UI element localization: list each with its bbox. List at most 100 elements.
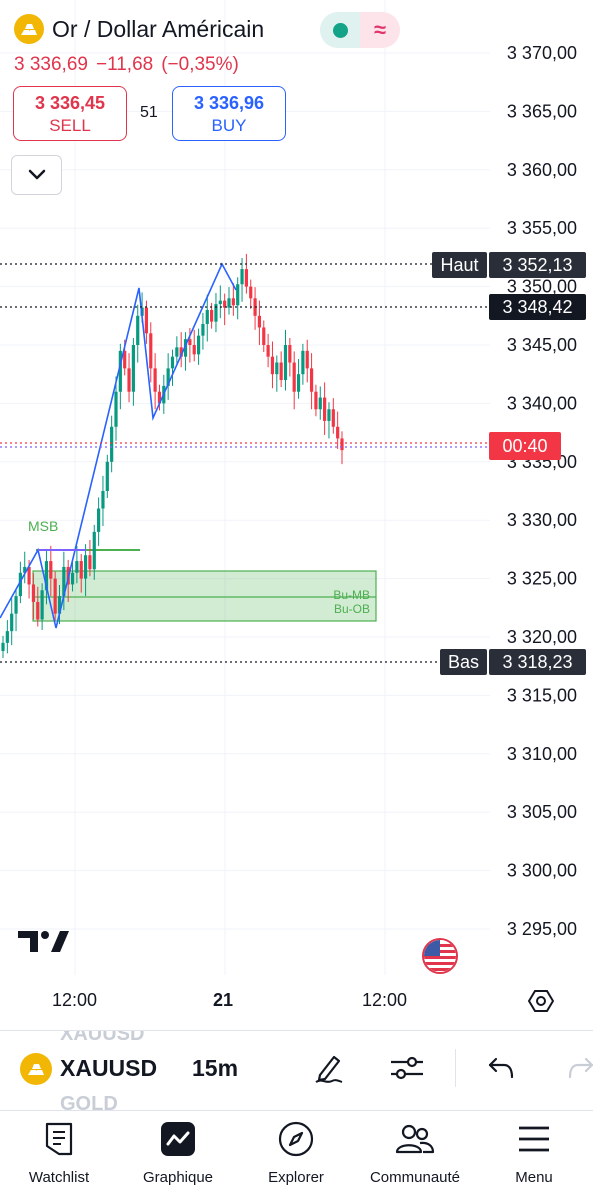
candle-body bbox=[53, 578, 57, 614]
symbol-header[interactable]: Or / Dollar Américain bbox=[14, 14, 264, 44]
candle-body bbox=[244, 269, 248, 287]
candle-body bbox=[88, 555, 92, 570]
nav-menu[interactable]: Menu bbox=[492, 1111, 576, 1200]
candle-body bbox=[266, 345, 270, 357]
candle-body bbox=[49, 561, 53, 579]
candle-body bbox=[5, 631, 9, 643]
price-axis-label: 3 325,00 bbox=[507, 569, 577, 589]
candle-body bbox=[114, 391, 118, 427]
high-value-box bbox=[489, 252, 586, 278]
nav-watchlist[interactable]: Watchlist bbox=[14, 1111, 104, 1200]
candle-body bbox=[196, 335, 201, 355]
candle-body bbox=[175, 347, 179, 357]
buy-price: 3 336,96 bbox=[193, 93, 265, 113]
candle-body bbox=[223, 300, 227, 308]
candle-body bbox=[210, 309, 214, 322]
community-icon bbox=[395, 1121, 435, 1157]
candle-body bbox=[314, 391, 318, 410]
indicators-icon[interactable] bbox=[389, 1051, 425, 1090]
candle-body bbox=[57, 596, 62, 614]
candle-body bbox=[327, 409, 331, 421]
chart-area[interactable]: MSB Bu-MB Bu-OB 3 370,00 3 365,00 3 360,00 3 … bbox=[0, 0, 593, 1030]
bu-ob-label: Bu-OB bbox=[334, 602, 370, 616]
chart-grid bbox=[0, 0, 490, 975]
gold-bars-icon[interactable] bbox=[20, 1053, 52, 1085]
sell-button[interactable]: 3 336,45 SELL bbox=[13, 86, 127, 141]
buy-button[interactable]: 3 336,96 BUY bbox=[172, 86, 286, 141]
candle-body bbox=[18, 572, 22, 597]
candle-body bbox=[305, 350, 309, 369]
candle-body bbox=[97, 508, 101, 532]
price-axis-label: 3 320,00 bbox=[507, 627, 577, 647]
low-label: Bas bbox=[448, 652, 479, 672]
compass-icon bbox=[278, 1121, 314, 1157]
candle-body bbox=[218, 300, 222, 305]
date-label: 21 bbox=[213, 990, 234, 1010]
nav-explorer[interactable]: Explorer bbox=[251, 1111, 341, 1200]
spread-value: 51 bbox=[140, 104, 158, 121]
collapse-button[interactable] bbox=[11, 155, 62, 195]
candle-body bbox=[31, 584, 36, 602]
candle-body bbox=[240, 269, 244, 285]
sell-label: SELL bbox=[49, 116, 91, 135]
candle-body bbox=[227, 298, 231, 308]
price-axis-label: 3 305,00 bbox=[507, 802, 577, 822]
nav-label: Communauté bbox=[369, 1169, 461, 1186]
candle-body bbox=[27, 566, 31, 585]
settings-icon[interactable] bbox=[527, 988, 555, 1019]
candle-body bbox=[188, 339, 192, 345]
price-axis-label: 3 360,00 bbox=[507, 160, 577, 180]
time-label: 12:00 bbox=[362, 990, 408, 1010]
candle-body bbox=[1, 642, 5, 652]
time-label: 12:00 bbox=[52, 990, 98, 1010]
interval-selector[interactable]: 15m bbox=[192, 1055, 239, 1081]
watchlist-icon bbox=[44, 1121, 74, 1157]
candle-body bbox=[127, 368, 131, 392]
menu-icon bbox=[518, 1121, 550, 1157]
redo-icon[interactable] bbox=[566, 1055, 593, 1086]
countdown: 00:40 bbox=[502, 436, 547, 456]
candle-body bbox=[340, 438, 344, 451]
drawing-pen-icon[interactable] bbox=[312, 1051, 346, 1090]
bottom-navigation: Watchlist Graphique Explorer Communauté … bbox=[0, 1110, 593, 1200]
candle-body bbox=[323, 397, 327, 421]
low-value-box bbox=[489, 649, 586, 675]
status-pill[interactable]: ≈ bbox=[320, 12, 400, 48]
candle-body bbox=[157, 391, 162, 404]
price-axis-label: 3 345,00 bbox=[507, 335, 577, 355]
candle-body bbox=[101, 491, 105, 509]
nav-community[interactable]: Communauté bbox=[360, 1111, 470, 1200]
candle-body bbox=[23, 566, 27, 573]
candle-body bbox=[40, 590, 44, 620]
chevron-down-icon bbox=[28, 169, 45, 180]
candle-body bbox=[131, 345, 135, 392]
bu-ob-zone bbox=[32, 570, 377, 622]
price-axis-label: 3 330,00 bbox=[507, 510, 577, 530]
nav-chart[interactable]: Graphique bbox=[132, 1111, 224, 1200]
candle-body bbox=[123, 350, 127, 369]
candle-body bbox=[149, 333, 153, 369]
candle-body bbox=[318, 397, 322, 410]
candle-body bbox=[105, 461, 109, 491]
candle-body bbox=[183, 339, 188, 357]
candle-body bbox=[236, 284, 240, 306]
sell-price: 3 336,45 bbox=[34, 93, 106, 113]
us-flag-icon[interactable] bbox=[422, 938, 458, 974]
low-value: 3 318,23 bbox=[502, 652, 572, 672]
prev-close-value-box bbox=[489, 294, 586, 320]
msb-label: MSB bbox=[28, 518, 58, 534]
candle-body bbox=[44, 561, 49, 591]
price-axis-label: 3 355,00 bbox=[507, 218, 577, 238]
nav-label: Watchlist bbox=[28, 1169, 90, 1186]
high-label: Haut bbox=[440, 255, 478, 275]
candle-body bbox=[62, 566, 66, 597]
symbol-selector[interactable]: XAUUSD bbox=[60, 1055, 158, 1081]
price-axis-label: 3 350,00 bbox=[507, 277, 577, 297]
candle-body bbox=[279, 362, 283, 381]
undo-icon[interactable] bbox=[486, 1055, 516, 1086]
market-open-icon bbox=[332, 22, 348, 38]
candle-body bbox=[118, 350, 122, 392]
candles bbox=[1, 253, 344, 659]
chart-icon bbox=[160, 1121, 196, 1157]
